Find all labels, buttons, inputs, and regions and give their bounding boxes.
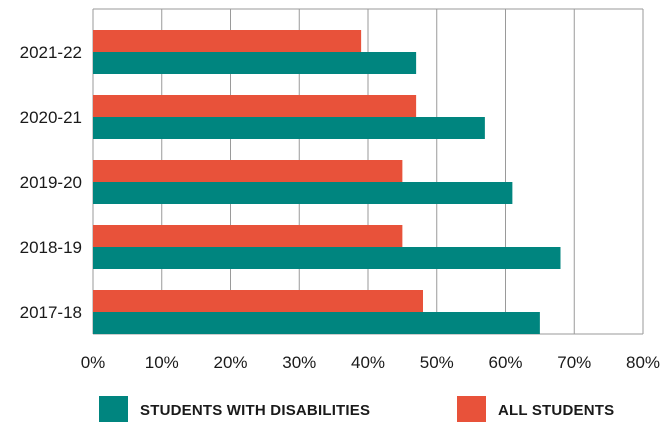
bar-students-with-disabilities-2018-19 bbox=[93, 247, 561, 269]
x-tick-label: 80% bbox=[626, 353, 660, 372]
x-tick-label: 10% bbox=[145, 353, 179, 372]
bar-all-students-2020-21 bbox=[93, 95, 417, 117]
category-label: 2019-20 bbox=[20, 173, 82, 192]
bar-all-students-2017-18 bbox=[93, 290, 423, 312]
legend-swatch-students-with-disabilities bbox=[99, 396, 128, 422]
x-tick-label: 0% bbox=[81, 353, 106, 372]
legend-label-all-students: ALL STUDENTS bbox=[498, 402, 614, 419]
bar-students-with-disabilities-2017-18 bbox=[93, 312, 540, 334]
x-tick-label: 50% bbox=[420, 353, 454, 372]
category-label: 2020-21 bbox=[20, 108, 82, 127]
bar-all-students-2021-22 bbox=[93, 30, 362, 52]
legend-swatch-all-students bbox=[457, 396, 486, 422]
x-tick-label: 30% bbox=[282, 353, 316, 372]
bars bbox=[93, 30, 561, 334]
x-tick-label: 70% bbox=[557, 353, 591, 372]
x-axis-ticks: 0% 10% 20% 30% 40% 50% 60% 70% 80% bbox=[81, 353, 660, 372]
legend-label-students-with-disabilities: STUDENTS WITH DISABILITIES bbox=[140, 402, 370, 419]
x-tick-label: 60% bbox=[488, 353, 522, 372]
bar-students-with-disabilities-2019-20 bbox=[93, 182, 513, 204]
category-label: 2017-18 bbox=[20, 303, 82, 322]
bar-students-with-disabilities-2020-21 bbox=[93, 117, 485, 139]
category-label: 2018-19 bbox=[20, 238, 82, 257]
x-tick-label: 20% bbox=[213, 353, 247, 372]
legend: STUDENTS WITH DISABILITIES ALL STUDENTS bbox=[99, 396, 614, 422]
category-labels: 2021-22 2020-21 2019-20 2018-19 2017-18 bbox=[20, 43, 82, 322]
category-label: 2021-22 bbox=[20, 43, 82, 62]
x-tick-label: 40% bbox=[351, 353, 385, 372]
bar-students-with-disabilities-2021-22 bbox=[93, 52, 417, 74]
bar-all-students-2018-19 bbox=[93, 225, 403, 247]
bar-all-students-2019-20 bbox=[93, 160, 403, 182]
